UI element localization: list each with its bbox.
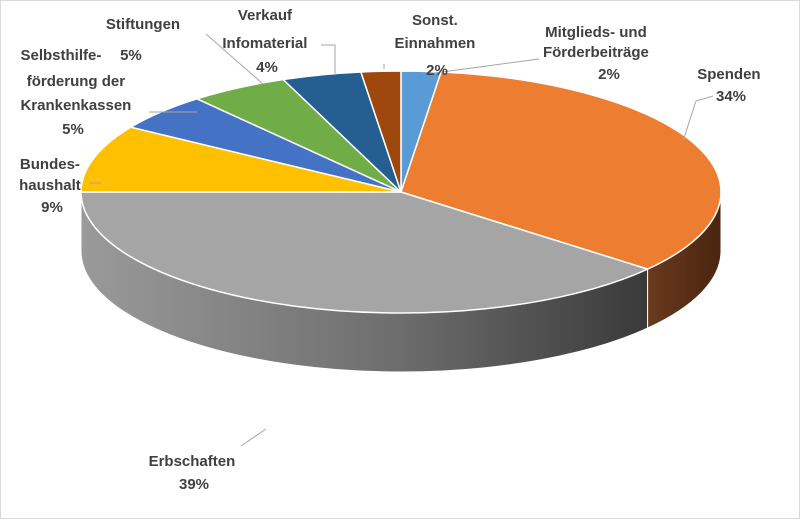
slice-bundeshaushalt — [80, 126, 402, 193]
leader-spenden — [682, 95, 714, 142]
leader-mitglieds — [426, 58, 540, 75]
slice-erbschaften — [80, 191, 649, 314]
label-selbsthilfe: Selbsthilfe- 5% förderung der Krankenkas… — [20, 47, 145, 138]
pie-slices — [80, 70, 722, 314]
label-stiftungen: Stiftungen — [106, 16, 180, 33]
label-verkauf-infomaterial: Verkauf Infomaterial 4% — [222, 7, 311, 76]
label-sonst-einnahmen: Sonst. Einnahmen 2% — [394, 12, 479, 79]
slice-sonst-einnahmen — [360, 70, 402, 193]
leader-verkauf — [321, 44, 336, 75]
leader-erbschaften — [240, 428, 267, 447]
label-bundeshaushalt: Bundes- haushalt 9% — [19, 156, 85, 216]
leader-lines — [89, 33, 714, 447]
label-mitglieds-foerderbeitraege: Mitglieds- und Förderbeiträge 2% — [543, 24, 653, 83]
leader-stiftungen — [205, 33, 264, 85]
label-erbschaften: Erbschaften 39% — [149, 453, 240, 493]
slice-spenden — [400, 71, 722, 270]
label-spenden: Spenden 34% — [697, 66, 765, 105]
